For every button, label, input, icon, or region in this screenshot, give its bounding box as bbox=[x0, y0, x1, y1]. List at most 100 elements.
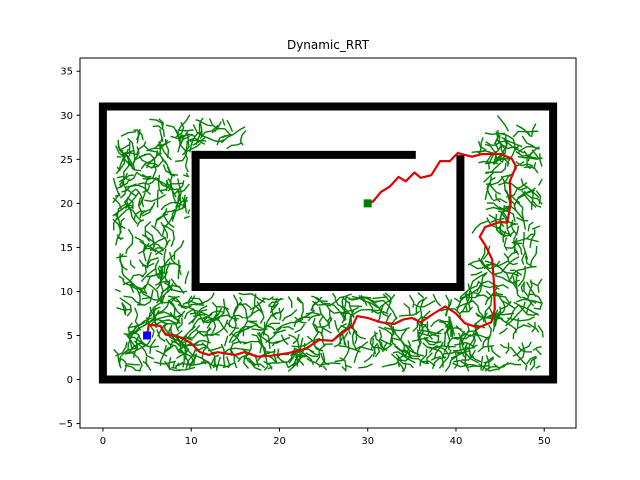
tree-branch bbox=[530, 123, 537, 138]
tree-branch bbox=[525, 355, 537, 365]
tree-branch bbox=[430, 355, 441, 361]
tree-branch bbox=[515, 160, 534, 167]
boundary-wall bbox=[98, 102, 558, 384]
tree-branch bbox=[509, 346, 527, 365]
tree-branch bbox=[145, 257, 159, 268]
tree-branch bbox=[455, 299, 474, 309]
tree-branch bbox=[499, 343, 509, 349]
tree-branch bbox=[328, 303, 346, 322]
tree-branch bbox=[229, 347, 238, 369]
tree-branch bbox=[178, 133, 193, 138]
tree-branch bbox=[523, 165, 535, 170]
tree-branch bbox=[521, 135, 535, 148]
tree-branch bbox=[183, 174, 188, 178]
tree-branch bbox=[293, 316, 311, 328]
tree-branch bbox=[430, 319, 452, 328]
tree-branch bbox=[220, 343, 226, 367]
tree-branch bbox=[156, 329, 166, 343]
tree-branch bbox=[175, 121, 185, 138]
tree-branch bbox=[382, 293, 392, 304]
tree-branch bbox=[537, 278, 543, 293]
tree-branch bbox=[322, 365, 328, 371]
tree-branch bbox=[531, 200, 542, 208]
tree-branch bbox=[116, 203, 133, 217]
tree-branch bbox=[529, 293, 543, 310]
tree-branch bbox=[404, 343, 424, 357]
tree-branch bbox=[181, 142, 202, 156]
tree-branch bbox=[263, 365, 269, 371]
tree-branch bbox=[535, 365, 541, 369]
tree-branch bbox=[269, 302, 279, 314]
tree-branch bbox=[187, 295, 193, 307]
tree-branch bbox=[354, 346, 374, 351]
tree-branch bbox=[260, 325, 276, 332]
tree-branch bbox=[341, 296, 345, 307]
tree-branch bbox=[278, 307, 282, 321]
tree-branch bbox=[503, 181, 518, 189]
tree-branch bbox=[159, 142, 172, 161]
tree-branch bbox=[495, 193, 501, 203]
x-axis: 0 10 20 30 40 50 bbox=[100, 428, 551, 447]
tree-branch bbox=[533, 162, 539, 174]
tree-branch bbox=[483, 171, 495, 183]
tree-branch bbox=[178, 259, 182, 276]
tree-branch bbox=[114, 214, 122, 230]
tree-branch bbox=[174, 178, 182, 208]
tree-branch bbox=[444, 294, 450, 316]
tree-branch bbox=[211, 301, 230, 311]
tree-branch bbox=[203, 305, 226, 323]
tree-branch bbox=[232, 294, 239, 315]
tree-branch bbox=[484, 260, 510, 267]
tree-branch bbox=[191, 297, 204, 305]
tree-branch bbox=[249, 297, 266, 311]
tree-branch bbox=[482, 337, 488, 349]
tree-branch bbox=[480, 259, 501, 270]
tree-branch bbox=[524, 192, 543, 205]
tree-branch bbox=[162, 164, 179, 176]
tree-branch bbox=[120, 131, 137, 137]
tree-branch bbox=[224, 335, 229, 347]
tree-branch bbox=[292, 358, 297, 368]
tree-branch bbox=[344, 295, 351, 300]
tree-branch bbox=[228, 314, 244, 328]
tree-branch bbox=[448, 316, 456, 336]
tree-branch bbox=[494, 256, 520, 275]
tree-branch bbox=[375, 299, 398, 320]
tree-branch bbox=[153, 360, 177, 365]
tree-branch bbox=[163, 248, 167, 273]
tree-branch bbox=[238, 292, 266, 304]
tree-branch bbox=[238, 303, 252, 309]
tree-branch bbox=[116, 166, 121, 172]
tree-branch bbox=[136, 130, 140, 144]
tree-branch bbox=[529, 246, 538, 266]
goal-marker bbox=[363, 199, 372, 208]
tree-branch bbox=[281, 309, 298, 322]
tree-branch bbox=[226, 142, 243, 150]
tree-branch bbox=[373, 342, 379, 355]
tree-branch bbox=[519, 187, 536, 199]
tree-branch bbox=[362, 299, 378, 309]
tree-branch bbox=[185, 172, 190, 178]
tree-branch bbox=[184, 271, 190, 284]
tree-branch bbox=[149, 118, 164, 128]
tree-branch bbox=[176, 317, 183, 330]
tree-branch bbox=[311, 300, 332, 307]
tree-branch bbox=[129, 279, 152, 299]
tree-branch bbox=[426, 352, 433, 365]
tree-branch bbox=[435, 345, 449, 355]
tree-branch bbox=[326, 304, 349, 315]
tree-branch bbox=[526, 152, 533, 170]
tree-branch bbox=[165, 338, 180, 353]
tree-branch bbox=[147, 282, 164, 305]
tree-branch bbox=[334, 298, 352, 316]
tree-branch bbox=[485, 162, 502, 175]
tree-branch bbox=[215, 356, 222, 371]
tree-branch bbox=[398, 310, 421, 317]
tree-branch bbox=[272, 326, 283, 334]
x-tick-label: 10 bbox=[185, 436, 198, 447]
tree-branch bbox=[314, 297, 328, 302]
tree-branch bbox=[119, 253, 128, 271]
tree-branch bbox=[239, 297, 243, 302]
tree-branch bbox=[275, 319, 302, 331]
tree-branch bbox=[237, 343, 252, 363]
